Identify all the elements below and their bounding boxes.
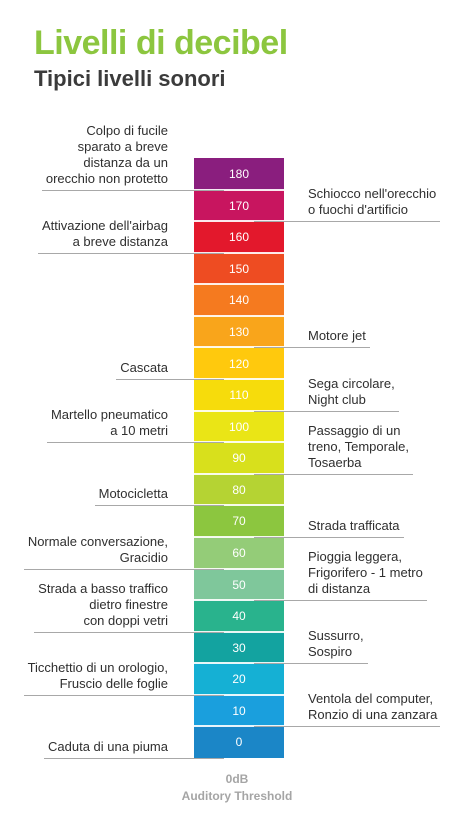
scale-separator — [194, 599, 284, 602]
right-annotation-line — [254, 663, 368, 664]
scale-separator — [194, 188, 284, 191]
scale-band-70: 70 — [194, 505, 284, 538]
right-annotation: Sussurro, Sospiro — [308, 628, 364, 659]
right-annotation: Sega circolare, Night club — [308, 376, 395, 407]
scale-separator — [194, 441, 284, 444]
right-annotation: Pioggia leggera, Frigorifero - 1 metro di … — [308, 549, 423, 596]
scale-separator — [194, 378, 284, 381]
right-annotation-line — [254, 221, 440, 222]
left-annotation: Ticchettio di un orologio, Fruscio delle … — [27, 660, 168, 691]
left-annotation: Motocicletta — [98, 486, 168, 501]
right-annotation-line — [254, 600, 427, 601]
left-annotation: Normale conversazione, Gracidio — [27, 534, 168, 565]
left-annotation: Colpo di fucile sparato a breve distanza d… — [45, 123, 168, 186]
scale-band-80: 80 — [194, 473, 284, 506]
page-title: Livelli di decibel — [34, 24, 288, 62]
left-annotation-line — [94, 505, 224, 506]
scale-band-90: 90 — [194, 442, 284, 475]
right-annotation-line — [254, 347, 370, 348]
scale-band-50: 50 — [194, 568, 284, 601]
right-annotation-line — [254, 474, 413, 475]
right-annotation-line — [254, 726, 440, 727]
scale-band-130: 130 — [194, 315, 284, 348]
scale-separator — [194, 504, 284, 507]
scale-separator — [194, 693, 284, 696]
left-annotation-line — [116, 379, 224, 380]
left-annotation: Martello pneumatico a 10 metri — [50, 407, 168, 438]
left-annotation-line — [46, 442, 224, 443]
scale-band-30: 30 — [194, 631, 284, 664]
scale-separator — [194, 567, 284, 570]
scale-separator — [194, 314, 284, 317]
left-annotation-line — [37, 253, 224, 254]
scale-band-170: 170 — [194, 189, 284, 222]
scale-separator — [194, 409, 284, 412]
scale-separator — [194, 346, 284, 349]
scale-band-20: 20 — [194, 663, 284, 696]
footer-0db: 0dB — [225, 772, 249, 786]
scale-separator — [194, 220, 284, 223]
scale-band-100: 100 — [194, 410, 284, 443]
right-annotation: Motore jet — [308, 328, 366, 343]
scale-separator — [194, 283, 284, 286]
scale-band-160: 160 — [194, 221, 284, 254]
footer-threshold: Auditory Threshold — [181, 789, 293, 803]
left-annotation-line — [41, 190, 224, 191]
left-annotation: Strada a basso traffico dietro finestre co… — [38, 581, 168, 628]
scale-band-60: 60 — [194, 536, 284, 570]
scale-band-110: 110 — [194, 379, 284, 412]
right-annotation: Strada trafficata — [308, 518, 400, 533]
scale-band-150: 150 — [194, 252, 284, 285]
scale-band-40: 40 — [194, 600, 284, 633]
scale-band-120: 120 — [194, 347, 284, 380]
decibel-scale: 180 170 160 150 140 130 120 110 100 90 80 70 60 50 40 3… — [194, 158, 284, 759]
page-subtitle: Tipici livelli sonori — [34, 66, 226, 91]
scale-band-10: 10 — [194, 694, 284, 727]
scale-band-180: 180 — [194, 158, 284, 191]
right-annotation: Passaggio di un treno, Temporale, Tosaerba — [308, 423, 409, 470]
left-annotation: Caduta di una piuma — [48, 739, 168, 754]
left-annotation: Attivazione dell'airbag a breve distanza — [41, 218, 168, 249]
left-annotation-line — [34, 632, 224, 633]
scale-separator — [194, 662, 284, 665]
left-annotation: Cascata — [120, 360, 168, 375]
right-annotation: Schiocco nell'orecchio o fuochi d'artific… — [308, 186, 437, 217]
left-annotation-line — [24, 695, 224, 696]
left-annotation-line — [24, 569, 224, 570]
scale-separator — [194, 630, 284, 633]
scale-separator — [194, 472, 284, 475]
right-annotation-line — [254, 537, 404, 538]
scale-band-0: 0 — [194, 726, 284, 759]
left-annotation-line — [44, 758, 224, 759]
scale-band-140: 140 — [194, 284, 284, 317]
right-annotation-line — [254, 411, 399, 412]
scale-separator — [194, 251, 284, 254]
scale-separator — [194, 725, 284, 728]
right-annotation: Ventola del computer, Ronzio di una zanza… — [308, 691, 438, 722]
scale-separator — [194, 535, 284, 538]
